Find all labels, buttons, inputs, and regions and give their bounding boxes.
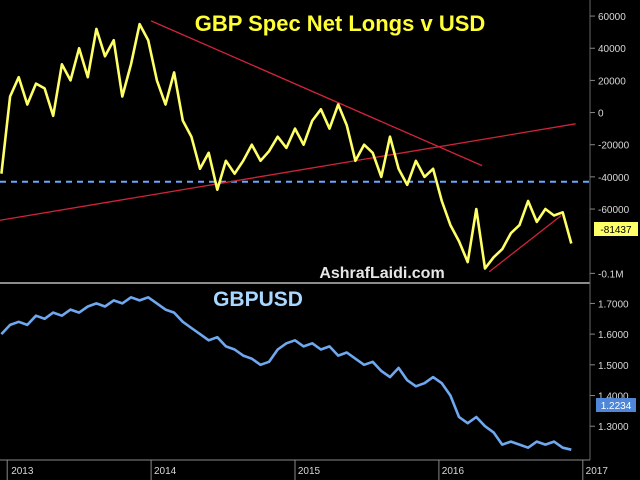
net-longs-y-tick-label: -20000 <box>598 141 630 152</box>
gbpusd-last-value-box <box>596 398 636 412</box>
gbpusd-title: GBPUSD <box>213 288 303 311</box>
gbpusd-y-ticks: 1.7000 1.6000 1.5000 1.4000 1.3000 <box>590 299 629 433</box>
gbpusd-y-tick-label: 1.5000 <box>598 361 629 372</box>
net-longs-trendline <box>488 214 562 273</box>
net-longs-overlays <box>0 20 590 273</box>
net-longs-series-line <box>0 22 573 270</box>
x-tick-label: 2014 <box>154 466 177 477</box>
net-longs-panel: 6000040000200000-20000-40000-60000-0.1M … <box>0 0 638 460</box>
x-axis-ticks: 2013 2014 2015 2016 2017 <box>6 460 609 480</box>
watermark: AshrafLaidi.com <box>319 265 444 282</box>
net-longs-y-tick-label: 40000 <box>598 44 626 55</box>
net-longs-y-tick-label: 0 <box>598 109 604 120</box>
gbpusd-y-tick-label: 1.3000 <box>598 422 629 433</box>
net-longs-y-tick-label: -0.1M <box>598 269 624 280</box>
net-longs-y-tick-label: -60000 <box>598 205 630 216</box>
net-longs-last-value: -81437 <box>594 222 638 236</box>
x-tick-label: 2015 <box>298 466 321 477</box>
net-longs-trendline <box>150 20 483 167</box>
net-longs-last-value-box <box>594 222 638 236</box>
gbpusd-series-line <box>0 296 572 451</box>
x-tick-label: 2016 <box>442 466 465 477</box>
gbpusd-y-tick-label: 1.6000 <box>598 330 629 341</box>
net-longs-title: GBP Spec Net Longs v USD <box>195 11 486 36</box>
gbpusd-panel: 1.7000 1.6000 1.5000 1.4000 1.3000 1.2234 GB… <box>0 288 636 451</box>
net-longs-y-tick-label: 60000 <box>598 12 626 23</box>
x-tick-label: 2017 <box>586 466 609 477</box>
x-axis: 2013 2014 2015 2016 2017 <box>0 459 609 480</box>
net-longs-y-tick-label: 20000 <box>598 76 626 87</box>
gbpusd-y-tick-label: 1.4000 <box>598 392 629 403</box>
x-tick-label: 2013 <box>11 466 34 477</box>
net-longs-y-tick-label: -40000 <box>598 173 630 184</box>
net-longs-last-value-label: -81437 <box>600 225 632 236</box>
gbpusd-last-value-label: 1.2234 <box>601 401 632 412</box>
net-longs-trendline <box>0 123 576 221</box>
gbpusd-y-tick-label: 1.7000 <box>598 299 629 310</box>
net-longs-y-ticks: 60000 40000 20000 0 -20000 -40000 -60000 -0.1M <box>590 12 630 280</box>
gbpusd-last-value: 1.2234 <box>596 398 636 412</box>
